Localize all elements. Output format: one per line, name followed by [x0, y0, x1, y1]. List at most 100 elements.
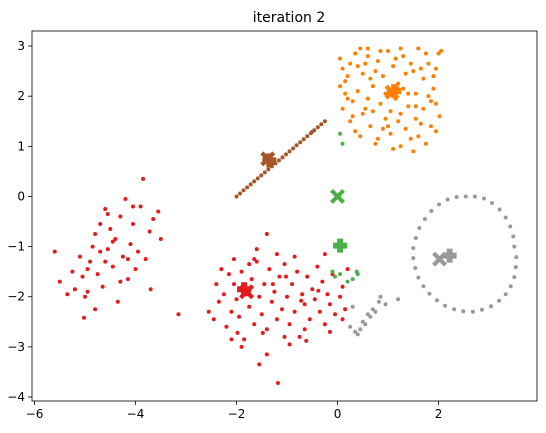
data-point	[348, 324, 353, 329]
data-point	[252, 322, 257, 327]
data-point	[350, 99, 355, 104]
data-point	[322, 119, 327, 124]
data-point	[98, 249, 103, 254]
data-point	[470, 309, 475, 314]
data-point	[248, 182, 253, 187]
centroid-plus-marker	[442, 248, 457, 263]
data-point	[373, 69, 378, 74]
data-point	[274, 317, 279, 322]
data-point	[388, 109, 393, 114]
data-point	[365, 46, 370, 51]
data-point	[360, 319, 365, 324]
data-point	[176, 312, 181, 317]
data-point	[252, 179, 257, 184]
data-point	[370, 109, 375, 114]
data-point	[118, 279, 123, 284]
data-point	[216, 299, 221, 304]
data-point	[345, 74, 350, 79]
data-point	[489, 304, 494, 309]
data-point	[301, 137, 306, 142]
data-point	[57, 279, 62, 284]
data-point	[298, 140, 303, 145]
data-point	[338, 84, 343, 89]
data-point	[264, 327, 269, 332]
data-point	[100, 284, 105, 289]
data-point	[434, 129, 438, 134]
data-point	[358, 327, 363, 332]
data-point	[211, 317, 216, 322]
data-point	[472, 194, 477, 199]
data-point	[340, 106, 345, 111]
data-point	[355, 332, 360, 337]
data-point	[353, 51, 358, 56]
data-point	[401, 54, 406, 59]
data-point	[254, 247, 259, 252]
data-point	[345, 279, 350, 284]
data-point	[360, 71, 365, 76]
data-point	[327, 329, 332, 334]
data-point	[461, 309, 466, 314]
data-point	[272, 289, 277, 294]
data-point	[421, 76, 426, 81]
points-layer	[52, 46, 519, 385]
centroid-x-marker	[260, 151, 276, 167]
data-point	[269, 299, 274, 304]
data-point	[503, 292, 508, 297]
data-point	[238, 191, 243, 196]
data-point	[322, 322, 327, 327]
data-point	[426, 61, 431, 66]
data-point	[398, 144, 403, 149]
x-tick-label: −4	[127, 407, 145, 421]
data-point	[315, 264, 320, 269]
data-point	[363, 61, 368, 66]
data-point	[340, 317, 345, 322]
data-point	[508, 224, 513, 229]
data-point	[370, 307, 375, 312]
data-point	[280, 155, 285, 160]
data-point	[391, 64, 396, 69]
data-point	[267, 267, 272, 272]
data-point	[343, 307, 348, 312]
data-point	[428, 124, 433, 129]
data-point	[411, 246, 416, 251]
data-point	[443, 303, 448, 308]
data-point	[257, 294, 262, 299]
data-point	[297, 334, 302, 339]
data-point	[358, 134, 363, 139]
data-point	[262, 170, 267, 175]
data-point	[120, 254, 125, 259]
data-point	[378, 101, 383, 106]
data-point	[454, 194, 459, 199]
data-point	[232, 282, 236, 287]
data-point	[147, 229, 152, 234]
data-point	[255, 176, 260, 181]
data-point	[512, 275, 517, 280]
data-point	[317, 309, 322, 314]
data-point	[429, 208, 434, 213]
data-point	[512, 244, 517, 249]
data-point	[354, 269, 359, 274]
data-point	[396, 119, 401, 124]
data-point	[422, 217, 427, 222]
data-point	[396, 81, 401, 86]
data-point	[156, 209, 161, 214]
data-point	[360, 111, 365, 116]
data-point	[383, 116, 388, 121]
data-point	[214, 282, 219, 287]
data-point	[307, 317, 312, 322]
data-point	[224, 324, 229, 329]
y-tick-label: −2	[7, 290, 25, 304]
data-point	[408, 136, 413, 141]
data-point	[373, 141, 378, 146]
data-point	[206, 309, 211, 314]
data-point	[270, 282, 275, 287]
data-point	[428, 99, 433, 104]
data-point	[365, 54, 370, 59]
data-point	[511, 234, 516, 239]
data-point	[411, 69, 416, 74]
data-point	[316, 288, 321, 293]
data-point	[141, 176, 146, 181]
data-point	[125, 277, 130, 282]
data-point	[413, 266, 418, 271]
